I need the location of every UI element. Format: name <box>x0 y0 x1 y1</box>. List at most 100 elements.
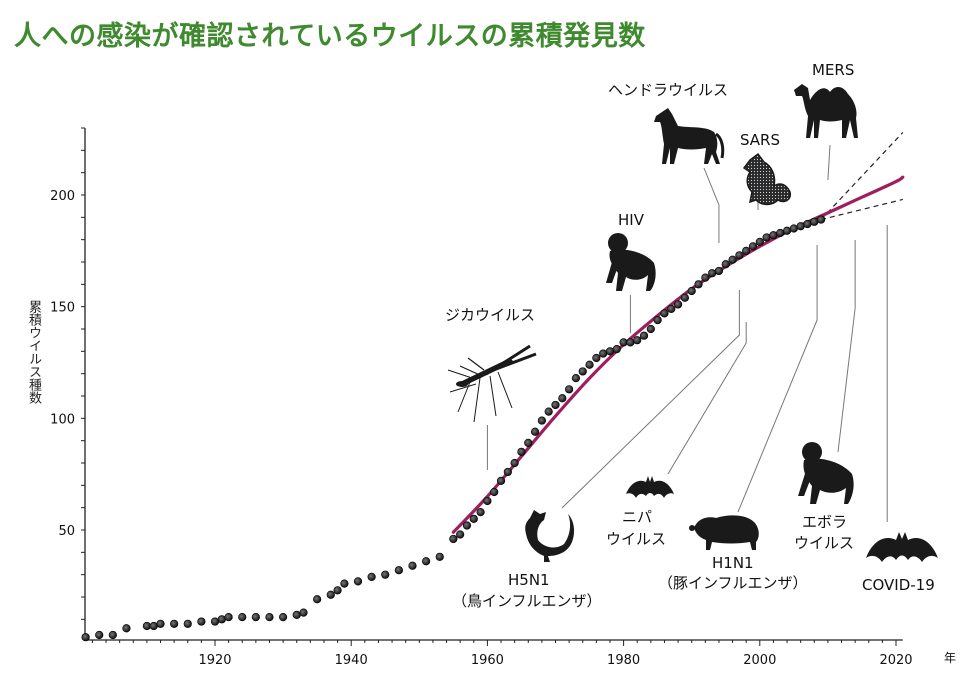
x-tick-label: 2000 <box>743 653 776 668</box>
data-point <box>224 612 233 622</box>
annotation-label-h5n1: H5N1 <box>508 571 550 589</box>
data-point <box>776 228 785 238</box>
data-point <box>299 608 308 617</box>
data-point <box>496 476 506 485</box>
data-point <box>95 630 104 640</box>
annotation-leader-line <box>737 245 818 513</box>
data-point <box>694 280 703 289</box>
x-tick-label: 2020 <box>879 653 912 668</box>
chicken-icon <box>525 510 575 562</box>
data-point <box>483 496 492 506</box>
data-point <box>742 246 751 255</box>
annotation-sublabel-ebola: ウイルス <box>794 534 854 552</box>
data-point <box>122 624 131 633</box>
annotation-sublabel-h1n1: （豚インフルエンザ） <box>658 574 808 592</box>
data-point <box>714 266 724 276</box>
annotation-label-zika: ジカウイルス <box>445 306 535 324</box>
data-point <box>782 226 792 235</box>
y-axis-label: 累積ウイルス種数 <box>26 300 41 404</box>
annotation-label-ebola: エボラ <box>802 513 847 531</box>
annotation-leader-line <box>837 240 856 453</box>
projection-line <box>820 132 904 220</box>
data-point <box>735 251 744 260</box>
data-point <box>503 467 512 477</box>
x-tick-label: 1960 <box>471 653 504 668</box>
page-title: 人への感染が確認されているウイルスの累積発見数 <box>14 21 646 52</box>
chimpanzee-icon <box>606 233 656 291</box>
data-point <box>803 219 812 229</box>
annotation-sublabel-nipah: ウイルス <box>606 530 666 548</box>
data-point <box>197 617 206 626</box>
data-point <box>408 561 417 570</box>
data-point <box>558 394 567 403</box>
x-tick-label: 1920 <box>198 653 231 668</box>
data-point <box>469 514 478 523</box>
data-point <box>728 255 737 264</box>
data-point <box>721 260 730 269</box>
data-point <box>435 552 444 561</box>
data-point <box>149 621 158 631</box>
data-point <box>660 309 669 318</box>
data-point <box>571 374 581 383</box>
y-tick-label: 150 <box>50 301 75 316</box>
data-point <box>142 621 151 631</box>
annotation-label-h1n1: H1N1 <box>712 554 754 572</box>
data-point <box>279 612 288 622</box>
y-tick-label: 100 <box>50 412 75 427</box>
chimpanzee-icon <box>798 442 854 504</box>
annotation-label-hendra: ヘンドラウイルス <box>608 81 728 99</box>
civet-icon <box>742 152 792 206</box>
data-point <box>544 407 553 416</box>
data-point <box>170 619 179 628</box>
data-point <box>701 273 710 282</box>
pig-icon <box>689 515 759 550</box>
annotation-leader-line <box>827 144 831 181</box>
y-tick-label: 50 <box>58 524 75 539</box>
data-point <box>422 557 431 566</box>
data-point <box>619 338 628 347</box>
data-point <box>755 237 764 246</box>
data-point <box>551 400 560 410</box>
data-point <box>524 438 533 448</box>
data-point <box>510 458 519 468</box>
data-point <box>748 242 758 251</box>
data-point <box>605 347 615 356</box>
data-point <box>762 233 771 242</box>
data-point <box>673 300 683 309</box>
annotation-leader-line <box>703 167 720 243</box>
horse-icon <box>654 108 725 164</box>
data-point <box>687 286 696 296</box>
data-point <box>210 617 220 626</box>
data-point <box>367 572 376 582</box>
data-point <box>333 586 342 595</box>
data-point <box>599 349 608 358</box>
data-point <box>265 612 274 622</box>
data-point <box>490 487 499 497</box>
data-point <box>810 217 819 226</box>
data-point <box>517 447 526 456</box>
annotation-sublabel-h5n1: （鳥インフルエンザ） <box>452 592 602 610</box>
data-point <box>449 534 458 544</box>
data-point <box>612 345 621 354</box>
data-point <box>639 331 649 340</box>
data-point <box>108 630 117 640</box>
annotation-label-hiv: HIV <box>618 211 645 229</box>
data-point <box>81 633 90 642</box>
data-point <box>313 595 322 604</box>
data-point <box>816 215 826 224</box>
data-point <box>340 579 349 588</box>
data-point <box>537 416 546 425</box>
data-point <box>394 566 403 575</box>
camel-icon <box>794 84 858 138</box>
data-point <box>251 612 260 622</box>
annotation-leader-line <box>667 322 747 475</box>
bat-icon <box>626 476 674 498</box>
data-point <box>353 577 363 586</box>
data-point <box>156 619 165 628</box>
data-point <box>183 619 192 628</box>
data-point <box>796 222 805 231</box>
data-point <box>667 304 676 314</box>
data-point <box>462 521 472 530</box>
bat-icon <box>866 532 938 562</box>
